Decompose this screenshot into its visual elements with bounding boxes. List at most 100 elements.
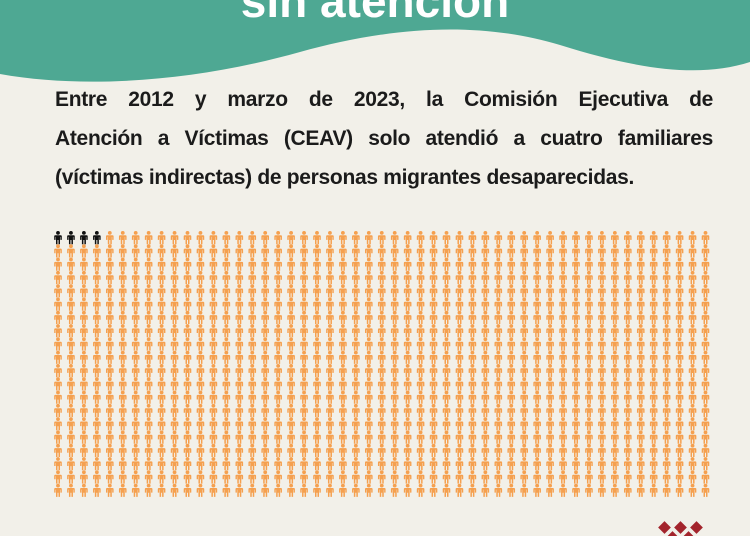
person-icon xyxy=(429,457,438,471)
person-icon xyxy=(611,403,619,418)
person-icon xyxy=(339,270,347,285)
person-icon xyxy=(313,324,321,338)
person-icon xyxy=(118,430,127,444)
person-icon xyxy=(222,377,231,391)
person-icon xyxy=(326,231,334,245)
person-icon xyxy=(209,470,218,484)
person-icon xyxy=(365,350,373,364)
person-icon xyxy=(442,257,451,271)
person-icon xyxy=(365,270,373,285)
person-icon xyxy=(261,244,269,258)
person-icon xyxy=(80,270,88,285)
person-icon xyxy=(352,350,360,364)
person-icon xyxy=(313,337,321,351)
person-icon xyxy=(624,350,632,364)
person-icon xyxy=(429,390,438,404)
person-icon xyxy=(157,324,166,338)
person-icon xyxy=(326,390,334,404)
person-icon xyxy=(585,470,593,484)
person-icon xyxy=(520,270,528,285)
person-icon xyxy=(183,443,192,457)
person-icon xyxy=(183,390,192,404)
person-icon xyxy=(248,337,257,351)
person-icon xyxy=(248,244,257,258)
person-icon xyxy=(701,364,710,378)
person-icon xyxy=(339,257,347,271)
person-icon xyxy=(520,337,528,351)
person-icon xyxy=(170,350,179,364)
person-icon xyxy=(546,417,554,431)
person-icon xyxy=(455,403,464,418)
person-icon xyxy=(80,377,88,391)
person-icon xyxy=(416,284,425,298)
person-icon xyxy=(170,324,179,338)
person-icon xyxy=(403,350,412,364)
person-icon xyxy=(649,470,658,484)
person-icon xyxy=(468,403,477,418)
person-icon xyxy=(636,231,645,245)
person-icon xyxy=(572,231,580,245)
person-icon xyxy=(209,417,218,431)
person-icon xyxy=(118,310,127,324)
person-icon xyxy=(365,284,373,298)
person-icon xyxy=(93,483,101,497)
person-icon xyxy=(313,257,321,271)
person-icon xyxy=(144,257,153,271)
person-icon xyxy=(520,430,528,444)
person-icon xyxy=(390,350,399,364)
person-icon xyxy=(533,403,541,418)
person-icon xyxy=(326,417,334,431)
person-icon xyxy=(649,257,658,271)
person-icon xyxy=(598,337,606,351)
person-icon xyxy=(559,231,567,245)
person-icon xyxy=(675,457,684,471)
person-icon xyxy=(598,483,606,497)
person-icon xyxy=(662,270,671,285)
person-icon xyxy=(403,270,412,285)
person-icon xyxy=(649,337,658,351)
person-icon xyxy=(170,457,179,471)
person-icon xyxy=(688,244,697,258)
person-icon xyxy=(649,417,658,431)
person-icon xyxy=(624,310,632,324)
person-icon xyxy=(403,390,412,404)
person-icon xyxy=(624,483,632,497)
person-icon xyxy=(442,310,451,324)
person-icon xyxy=(183,310,192,324)
person-icon xyxy=(636,270,645,285)
person-icon xyxy=(701,430,710,444)
person-icon xyxy=(326,377,334,391)
person-icon xyxy=(67,457,75,471)
person-icon xyxy=(274,231,282,245)
person-icon xyxy=(546,443,554,457)
person-icon xyxy=(365,364,373,378)
person-icon xyxy=(377,430,386,444)
person-icon xyxy=(468,284,477,298)
person-icon xyxy=(235,350,244,364)
person-icon xyxy=(468,297,477,311)
person-icon xyxy=(585,350,593,364)
person-icon xyxy=(520,377,528,391)
person-icon xyxy=(416,457,425,471)
person-icon xyxy=(365,310,373,324)
person-icon xyxy=(455,377,464,391)
person-icon xyxy=(390,470,399,484)
person-icon xyxy=(559,470,567,484)
person-icon xyxy=(533,443,541,457)
person-icon xyxy=(209,377,218,391)
person-icon xyxy=(157,443,166,457)
person-icon xyxy=(572,257,580,271)
person-icon xyxy=(572,470,580,484)
person-icon xyxy=(649,483,658,497)
person-icon xyxy=(585,403,593,418)
person-icon xyxy=(416,470,425,484)
person-icon xyxy=(274,244,282,258)
person-icon xyxy=(520,244,528,258)
person-icon xyxy=(352,231,360,245)
person-icon xyxy=(611,457,619,471)
person-icon xyxy=(377,284,386,298)
person-icon xyxy=(196,417,205,431)
person-icon xyxy=(624,270,632,285)
person-icon xyxy=(701,350,710,364)
person-icon xyxy=(67,364,75,378)
